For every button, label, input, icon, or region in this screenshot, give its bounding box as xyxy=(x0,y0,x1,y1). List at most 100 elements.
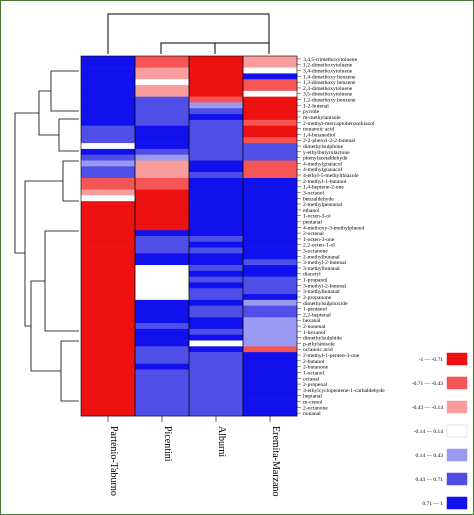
heatmap-cell xyxy=(243,212,298,219)
column-label: Eremita-Marzano xyxy=(270,426,281,497)
heatmap-cell xyxy=(135,352,190,359)
row-label: 1-octen-3-one xyxy=(303,237,335,243)
heatmap-cell xyxy=(189,253,244,260)
heatmap-cell xyxy=(135,381,190,388)
heatmap-cell xyxy=(243,143,298,150)
heatmap-cell xyxy=(243,79,298,86)
heatmap-cell xyxy=(243,114,298,121)
heatmap-cell xyxy=(81,96,136,103)
heatmap-cell xyxy=(81,90,136,97)
heatmap-cell xyxy=(135,357,190,365)
row-label: 1-hexanol xyxy=(303,330,326,336)
heatmap-cell xyxy=(135,236,190,243)
row-label: 2,3-dimethoxytoluene xyxy=(303,86,353,92)
heatmap-cell xyxy=(243,218,298,225)
heatmap-cell xyxy=(189,404,244,411)
heatmap-cell xyxy=(189,183,244,190)
heatmap-cell xyxy=(135,276,190,283)
heatmap-cell xyxy=(189,369,244,376)
heatmap-cell xyxy=(243,108,298,115)
heatmap-cell xyxy=(189,56,244,63)
row-label: 3-methyl-2-butenal xyxy=(303,260,347,266)
heatmap-cell xyxy=(243,119,298,126)
row-label: 2-butanone xyxy=(303,365,329,371)
heatmap-cell xyxy=(189,299,244,306)
heatmap-cell xyxy=(81,323,136,330)
heatmap-cell xyxy=(243,247,298,254)
heatmap-cell xyxy=(243,323,298,330)
heatmap-cell xyxy=(135,282,190,289)
row-label: octanal xyxy=(303,376,320,382)
row-label: diacetyl xyxy=(303,272,321,278)
heatmap-cell xyxy=(243,236,298,243)
heatmap-cell xyxy=(189,398,244,405)
heatmap-cell xyxy=(81,282,136,289)
heatmap-cell xyxy=(243,386,298,394)
heatmap-cell xyxy=(135,148,190,156)
heatmap-cell xyxy=(189,270,244,277)
heatmap-cell xyxy=(243,375,298,382)
row-label: 1,4-heptene-2-one xyxy=(303,185,344,191)
heatmap-cell xyxy=(243,56,298,63)
heatmap-cell xyxy=(135,114,190,121)
row-label: 3-octanone xyxy=(303,249,328,255)
heatmap-cell xyxy=(135,270,190,277)
heatmap-cell xyxy=(189,410,244,417)
heatmap-cell xyxy=(81,108,136,115)
heatmap-cell xyxy=(189,288,244,295)
heatmap-cell xyxy=(189,177,244,185)
column-labels: Partenio-Taburno Picentini Alburni Eremita-… xyxy=(107,416,281,497)
heatmap-cell xyxy=(81,143,136,150)
row-label: 1,4-dimethoxy benzene xyxy=(303,74,356,80)
heatmap-cell xyxy=(135,131,190,138)
heatmap-cell xyxy=(81,230,136,237)
heatmap-cell xyxy=(81,276,136,283)
heatmap-cell xyxy=(81,404,136,411)
heatmap-cell xyxy=(243,224,298,231)
heatmap-cell xyxy=(135,160,190,167)
heatmap-cell xyxy=(189,334,244,341)
heatmap-cell xyxy=(81,172,136,179)
heatmap-cell xyxy=(81,253,136,260)
heatmap-cell xyxy=(81,137,136,144)
heatmap-cell xyxy=(243,148,298,156)
column-label: Picentini xyxy=(162,426,173,462)
row-label: 1-propanol xyxy=(303,278,328,284)
heatmap-cell xyxy=(189,352,244,359)
heatmap-cell xyxy=(81,288,136,295)
heatmap-cell xyxy=(81,270,136,277)
heatmap-cell xyxy=(189,317,244,324)
heatmap-cell xyxy=(135,201,190,208)
color-legend: -1 — -0.71 -0.71 — -0.43 -0.43 — -0.14 -0.1… xyxy=(412,352,468,510)
heatmap-cell xyxy=(189,61,244,68)
heatmap-cell xyxy=(81,67,136,74)
heatmap-cell xyxy=(81,218,136,225)
row-label: y-ethylbutyrolactone xyxy=(303,150,350,156)
heatmap-cell xyxy=(81,357,136,365)
heatmap-cell xyxy=(189,357,244,365)
heatmap-cell xyxy=(135,177,190,185)
heatmap-cell xyxy=(135,323,190,330)
row-label: 2-methyl-1-butanol xyxy=(303,179,347,185)
heatmap-cell xyxy=(243,410,298,417)
heatmap-cell xyxy=(243,352,298,359)
heatmap-cell xyxy=(81,212,136,219)
heatmap-cell xyxy=(135,398,190,405)
heatmap-cell xyxy=(81,61,136,68)
heatmap-cell xyxy=(135,311,190,318)
heatmap-cell xyxy=(81,375,136,382)
heatmap-cell xyxy=(189,282,244,289)
heatmap-cell xyxy=(243,253,298,260)
row-label: 2-2-phenyl-2-2-butenal xyxy=(303,138,356,144)
heatmap-cell xyxy=(81,201,136,208)
heatmap-cell xyxy=(243,288,298,295)
heatmap-cell xyxy=(189,201,244,208)
heatmap-cell xyxy=(243,276,298,283)
heatmap-cell xyxy=(189,328,244,336)
heatmap-cell xyxy=(135,410,190,417)
heatmap-cell xyxy=(189,73,244,80)
row-label: 4-ethyl-5-methylthiazole xyxy=(303,173,359,179)
row-label: 3-methylbutanal xyxy=(303,266,340,272)
row-label: 2-octenal xyxy=(303,231,324,237)
row-label: 4-methylguaiacol xyxy=(303,161,343,167)
